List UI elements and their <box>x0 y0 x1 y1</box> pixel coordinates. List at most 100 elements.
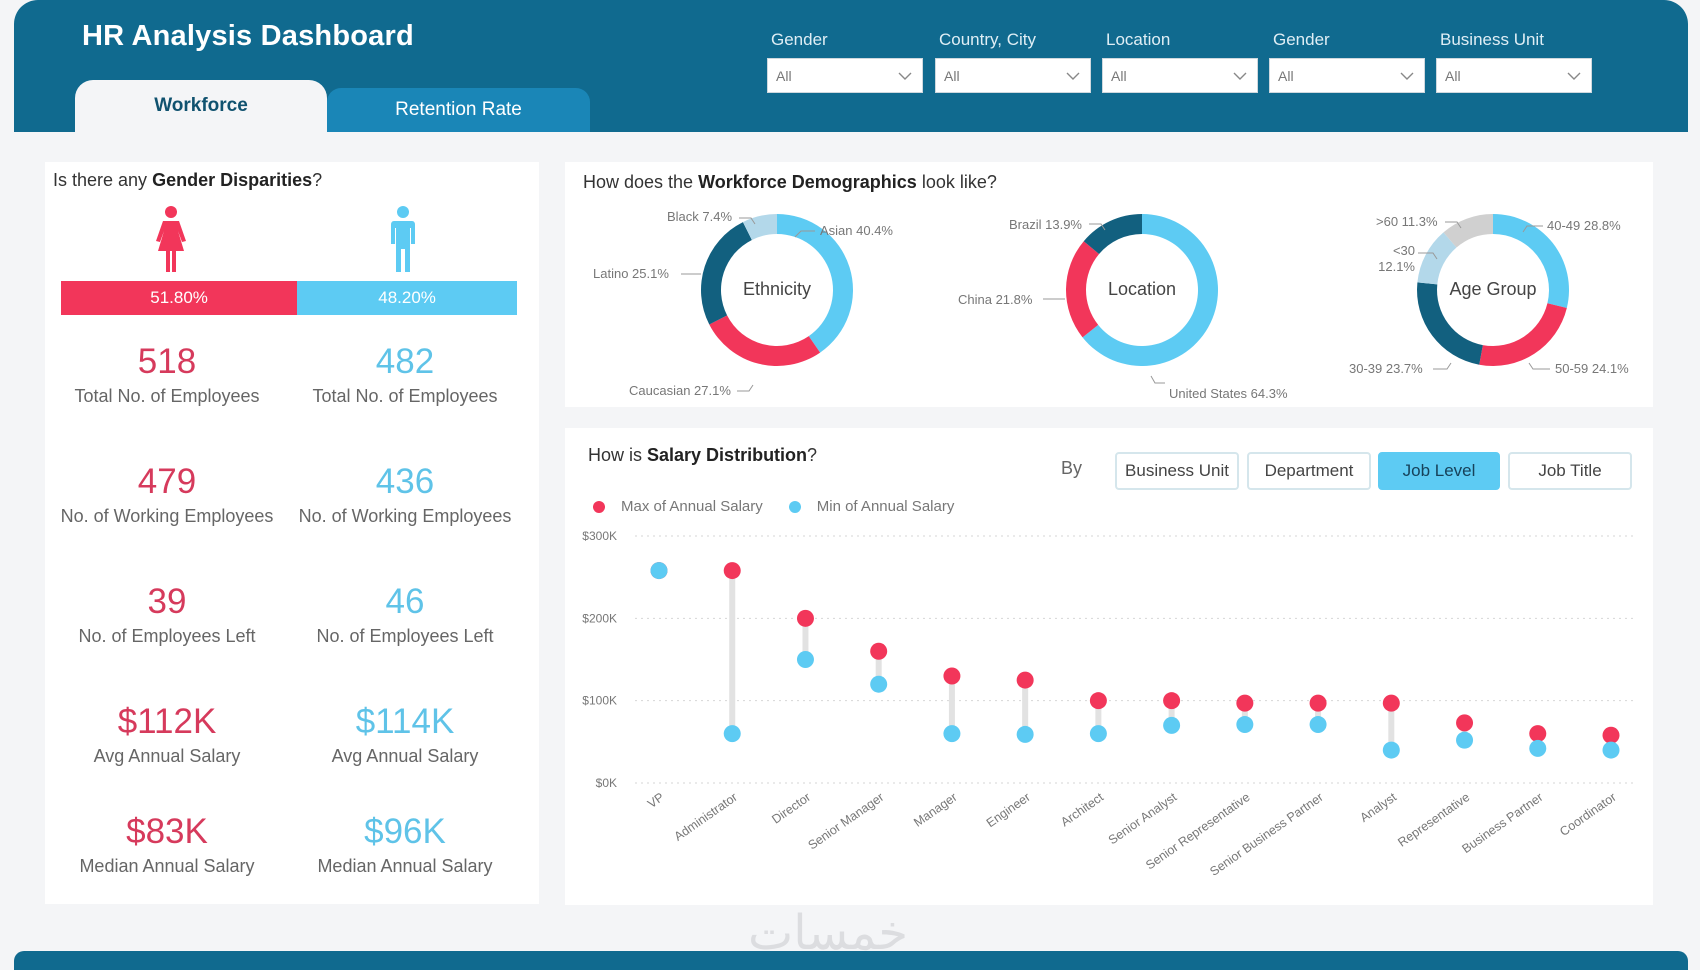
stat-value: 518 <box>137 342 197 381</box>
gender-dropdown[interactable]: All <box>767 58 923 93</box>
app-title: HR Analysis Dashboard <box>82 20 414 52</box>
salary-card-title: How is Salary Distribution? <box>588 445 817 466</box>
filter-label: Gender <box>771 30 828 49</box>
legend-label-max: Max of Annual Salary <box>621 498 763 515</box>
ethnicity-label-latino: Latino 25.1% <box>593 266 669 281</box>
salary-dumbbell-chart: $0K $100K $200K $300K VP Administrator Directo… <box>582 529 1635 879</box>
donut-slice-asian <box>777 214 853 353</box>
by-business-unit-button[interactable]: Business Unit <box>1115 452 1239 490</box>
donut-slice-30-39 <box>1417 282 1483 365</box>
max-salary-point <box>1309 694 1327 712</box>
location-label-brazil: Brazil 13.9% <box>1009 217 1082 232</box>
age-leader-lines <box>1418 221 1550 370</box>
stat-label: No. of Employees Left <box>316 626 494 646</box>
age-label-over-60: >60 11.3% <box>1376 214 1438 229</box>
female-percentage-bar: 51.80% <box>61 281 298 315</box>
male-icon <box>391 206 415 272</box>
tab-workforce[interactable]: Workforce <box>75 80 327 132</box>
location-leader-lines <box>1043 223 1165 384</box>
title-bold: Salary Distribution <box>647 445 808 465</box>
min-salary-point <box>1089 725 1107 743</box>
stat-value: 482 <box>375 342 435 381</box>
x-tick-label: Analyst <box>1357 790 1399 825</box>
stat-value: $114K <box>355 702 455 741</box>
filter-value: All <box>1111 67 1127 84</box>
x-tick-label: Engineer <box>984 790 1033 830</box>
filter-gender-2: Gender All <box>1269 30 1425 93</box>
stat-label: Avg Annual Salary <box>93 746 241 766</box>
male-avg-salary: $114K Avg Annual Salary <box>285 702 525 767</box>
female-employees-left: 39 No. of Employees Left <box>47 582 287 647</box>
min-salary-point <box>796 651 814 668</box>
stat-value: 436 <box>375 462 435 501</box>
min-salary-point <box>723 725 741 743</box>
max-salary-point <box>796 609 814 627</box>
by-department-button[interactable]: Department <box>1247 452 1371 490</box>
donut-slice-china <box>1066 241 1100 338</box>
gender-dropdown-2[interactable]: All <box>1269 58 1425 93</box>
by-job-title-button[interactable]: Job Title <box>1508 452 1632 490</box>
max-salary-point <box>1163 692 1181 710</box>
title-suffix: ? <box>312 170 323 190</box>
tab-retention-rate[interactable]: Retention Rate <box>327 88 590 132</box>
y-tick-label: $300K <box>582 529 617 543</box>
min-salary-point <box>1456 731 1474 749</box>
ethnicity-label-black: Black 7.4% <box>667 209 733 224</box>
stat-value: $96K <box>364 812 446 851</box>
legend-item-min: Min of Annual Salary <box>788 498 954 515</box>
business-unit-dropdown[interactable]: All <box>1436 58 1592 93</box>
x-tick-label: Administrator <box>672 790 740 844</box>
max-salary-point <box>1382 694 1400 712</box>
ethnicity-leader-lines <box>681 217 815 392</box>
donut-slice-50-59 <box>1479 303 1567 366</box>
donut-slice-latino <box>701 222 752 325</box>
x-tick-label: Representative <box>1395 790 1472 850</box>
age-label-50-59: 50-59 24.1% <box>1555 361 1629 376</box>
x-tick-label: Director <box>769 790 813 827</box>
gender-ratio-bar: 51.80% 48.20% <box>61 281 517 315</box>
age-group-donut-center-label: Age Group <box>1449 279 1537 299</box>
filter-value: All <box>944 67 960 84</box>
female-median-salary: $83K Median Annual Salary <box>47 812 287 877</box>
age-label-under-30: <30 12.1% <box>1378 243 1415 274</box>
filter-label: Location <box>1106 30 1171 49</box>
workforce-demographics-card: How does the Workforce Demographics look… <box>565 162 1653 407</box>
filter-label: Country, City <box>939 30 1036 49</box>
ethnicity-donut-center-label: Ethnicity <box>742 279 812 299</box>
male-total-employees: 482 Total No. of Employees <box>285 342 525 407</box>
title-bold: Workforce Demographics <box>698 172 917 192</box>
max-salary-point <box>1236 694 1254 712</box>
max-salary-point <box>1602 726 1620 744</box>
min-salary-point <box>1016 725 1034 743</box>
gender-card-title: Is there any Gender Disparities? <box>53 170 322 191</box>
min-salary-point <box>1163 716 1181 734</box>
stat-value: $83K <box>126 812 208 851</box>
filter-label: Business Unit <box>1440 30 1544 49</box>
by-label: By <box>1061 458 1083 478</box>
male-employees-left: 46 No. of Employees Left <box>285 582 525 647</box>
country-city-dropdown[interactable]: All <box>935 58 1091 93</box>
female-percentage-label: 51.80% <box>150 288 208 307</box>
max-salary-point <box>1529 725 1547 743</box>
ethnicity-donut-chart <box>701 214 853 366</box>
max-salary-point <box>1016 671 1034 689</box>
donut-slice-brazil <box>1083 214 1142 255</box>
chevron-down-icon <box>1400 72 1414 80</box>
x-tick-label: Business Partner <box>1459 790 1545 856</box>
stat-value: 39 <box>147 582 187 621</box>
filter-value: All <box>776 67 792 84</box>
location-dropdown[interactable]: All <box>1102 58 1258 93</box>
min-salary-point <box>870 675 888 693</box>
stat-label: No. of Working Employees <box>298 506 512 526</box>
by-job-level-button[interactable]: Job Level <box>1378 452 1500 490</box>
donut-slice-caucasian <box>709 315 821 366</box>
location-label-china: China 21.8% <box>958 292 1033 307</box>
filter-value: All <box>1445 67 1461 84</box>
max-salary-point <box>1089 692 1107 710</box>
donut-slice-united-states <box>1082 214 1218 366</box>
title-prefix: Is there any <box>53 170 153 190</box>
donut-slice--60 <box>1443 214 1493 248</box>
male-median-salary: $96K Median Annual Salary <box>285 812 525 877</box>
male-percentage-label: 48.20% <box>378 288 436 307</box>
location-donut-center-label: Location <box>1107 279 1177 299</box>
